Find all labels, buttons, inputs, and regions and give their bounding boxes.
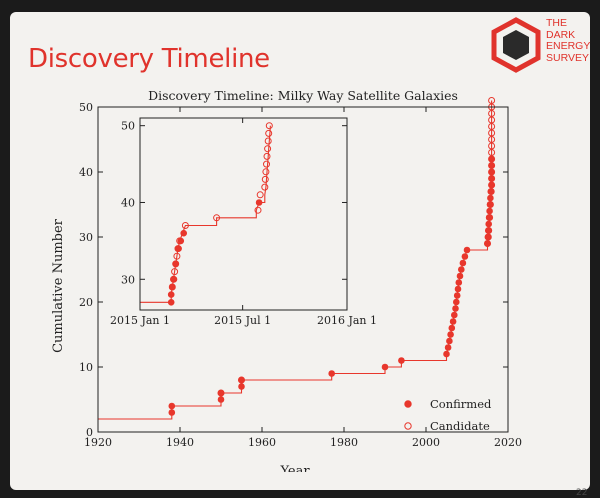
confirmed-point [487, 194, 494, 202]
plot-frame [97, 106, 509, 433]
candidate-point [174, 245, 182, 253]
x-tick-label: 2020 [494, 436, 522, 449]
x-tick-label: 1920 [84, 436, 112, 449]
legend-marker [404, 400, 412, 408]
candidate-point [261, 183, 269, 191]
y-tick-label: 0 [86, 426, 93, 439]
candidate-point [263, 152, 271, 160]
confirmed-point [217, 396, 225, 403]
candidate-point [261, 175, 269, 183]
candidate-point [173, 252, 181, 260]
confirmed-point [168, 402, 176, 410]
candidate-point [170, 275, 177, 283]
candidate-point [484, 233, 492, 241]
inset-plot-area: 2015 Jan 1 2015 Jul 1 2016 Jan 1 30 40 50 [110, 117, 377, 327]
candidate-point [238, 376, 245, 384]
logo-text: THE DARK ENERGY SURVEY [546, 17, 591, 64]
x-axis-label: Year [279, 464, 310, 472]
candidate-point [168, 283, 176, 291]
y-tick-label: 20 [79, 296, 93, 309]
y-tick-label: 50 [79, 101, 93, 114]
x-tick-label: 2015 Jan 1 [110, 314, 170, 327]
candidate-point [256, 191, 264, 199]
confirmed-point [454, 285, 462, 293]
y-tick-label: 40 [79, 166, 93, 179]
confirmed-point [398, 357, 405, 364]
confirmed-point [448, 324, 456, 332]
candidate-point [176, 237, 184, 245]
legend-marker [404, 422, 412, 430]
candidate-point [172, 260, 180, 268]
confirmed-point [446, 337, 453, 345]
candidate-point [262, 168, 270, 176]
candidate-point [265, 122, 273, 130]
confirmed-point [457, 266, 465, 273]
x-tick-label: 1940 [166, 436, 194, 449]
confirmed-point [485, 220, 493, 228]
confirmed-point [447, 331, 454, 338]
plot-frame [139, 117, 348, 311]
main-plot-area: 1920 1940 1960 1980 2000 2020 0 10 20 30 40 50 [79, 97, 522, 449]
slide: Discovery Timeline THE DARK ENERGY SURVE… [10, 12, 590, 498]
confirmed-point [255, 199, 263, 206]
candidate-point [217, 389, 225, 397]
x-tick-label: 2015 Jul 1 [214, 314, 271, 327]
candidate-point [265, 129, 273, 137]
confirmed-point [238, 383, 245, 390]
candidate-point [263, 160, 270, 168]
candidate-point [264, 137, 272, 145]
y-tick-label: 10 [79, 361, 93, 374]
confirmed-point [450, 311, 458, 319]
confirmed-point [443, 350, 450, 358]
confirmed-point [167, 298, 175, 306]
confirmed-point [455, 279, 463, 286]
y-tick-label: 40 [121, 196, 135, 209]
x-tick-label: 1960 [248, 436, 276, 449]
confirmed-point [452, 298, 460, 306]
confirmed-point [444, 344, 452, 351]
confirmed-point [328, 370, 336, 377]
confirmed-point [456, 272, 464, 280]
x-tick-label: 1980 [330, 436, 358, 449]
confirmed-point [180, 229, 187, 237]
confirmed-point [449, 318, 457, 325]
y-tick-label: 30 [121, 273, 135, 286]
confirmed-point [167, 291, 175, 298]
confirmed-point [381, 363, 389, 371]
step-line [140, 125, 271, 303]
legend-label: Confirmed [430, 397, 492, 411]
candidate-point [488, 97, 496, 104]
confirmed-point [486, 207, 493, 215]
slide-title: Discovery Timeline [28, 44, 270, 74]
confirmed-point [452, 305, 459, 312]
legend: Confirmed Candidate [404, 397, 492, 433]
candidate-point [487, 188, 495, 195]
candidate-point [484, 240, 491, 247]
confirmed-point [453, 292, 461, 299]
confirmed-point [461, 253, 469, 260]
y-tick-label: 50 [121, 120, 135, 133]
candidate-point [254, 206, 262, 214]
x-tick-label: 2000 [412, 436, 440, 449]
x-tick-label: 2016 Jan 1 [317, 314, 377, 327]
candidate-point [264, 145, 272, 153]
discovery-chart: Discovery Timeline: Milky Way Satellite … [51, 88, 522, 472]
candidate-point [485, 227, 493, 234]
y-tick-label: 30 [79, 231, 93, 244]
y-axis-label: Cumulative Number [51, 218, 66, 353]
candidate-point [213, 214, 221, 222]
legend-label: Candidate [430, 419, 490, 433]
confirmed-point [463, 246, 471, 254]
page-number: 22 [576, 488, 588, 498]
confirmed-point [168, 409, 176, 416]
des-logo: THE DARK ENERGY SURVEY [488, 16, 598, 74]
candidate-point [486, 214, 494, 221]
hexagon-logo-icon [491, 17, 541, 73]
confirmed-point [459, 259, 467, 267]
candidate-point [171, 268, 179, 276]
chart-title: Discovery Timeline: Milky Way Satellite … [148, 88, 458, 103]
candidate-point [486, 201, 494, 208]
candidate-point [181, 222, 189, 229]
